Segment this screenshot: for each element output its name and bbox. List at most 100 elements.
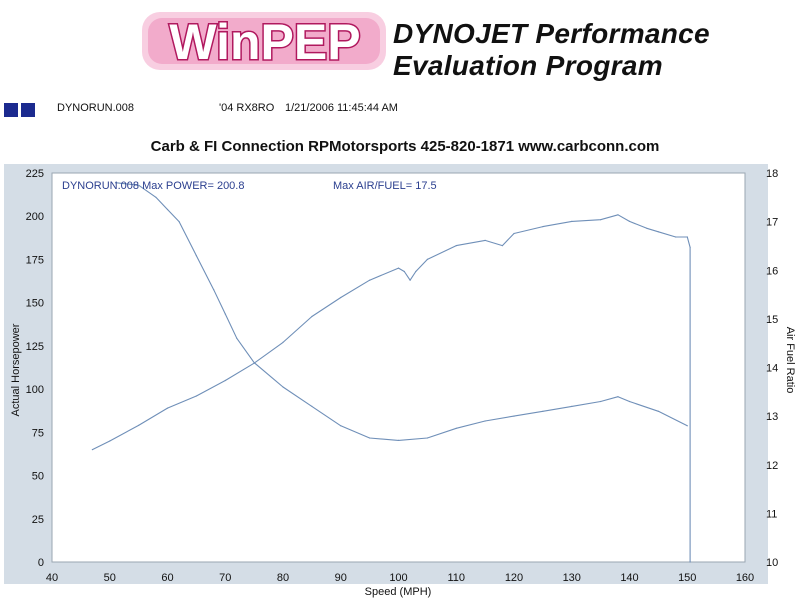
- air-fuel-point: [311, 405, 313, 407]
- air-fuel-point: [282, 386, 284, 388]
- y-tick-label: 25: [32, 514, 44, 526]
- air-fuel-point: [600, 400, 602, 403]
- y-tick-label: 50: [32, 471, 44, 483]
- horsepower-point: [426, 258, 428, 260]
- y2-tick-label: 13: [766, 411, 778, 423]
- air-fuel-point: [628, 400, 631, 403]
- horsepower-point: [628, 220, 631, 222]
- logo-glow-inner: [148, 18, 380, 64]
- x-tick-label: 140: [620, 572, 638, 584]
- y-tick-label: 175: [26, 254, 44, 266]
- horsepower-point: [571, 220, 573, 222]
- y-axis-label: Actual Horsepower: [10, 323, 22, 416]
- air-fuel-point: [571, 405, 573, 407]
- horsepower-point: [166, 407, 169, 409]
- y2-tick-label: 16: [766, 265, 778, 277]
- annotation-max-power: DYNORUN.008 Max POWER= 200.8: [62, 180, 244, 192]
- air-fuel-point: [397, 439, 400, 441]
- x-tick-label: 70: [219, 572, 231, 584]
- air-fuel-point: [224, 313, 226, 315]
- x-tick-label: 110: [447, 572, 465, 584]
- air-fuel-point: [513, 415, 515, 417]
- run-vehicle: '04 RX8RO: [219, 102, 275, 114]
- horsepower-point: [91, 449, 93, 451]
- horsepower-point: [513, 232, 515, 235]
- air-fuel-point: [426, 437, 428, 439]
- y2-tick-label: 10: [766, 557, 778, 569]
- horsepower-point: [224, 379, 226, 382]
- horsepower-point: [600, 219, 602, 221]
- horsepower-point: [109, 440, 111, 442]
- y2-axis-label: Air Fuel Ratio: [784, 327, 796, 394]
- y2-tick-label: 11: [766, 508, 777, 520]
- shop-header: Carb & FI Connection RPMotorsports 425-8…: [150, 138, 660, 155]
- horsepower-point: [409, 279, 411, 281]
- horsepower-point: [689, 246, 691, 248]
- run-file-name: DYNORUN.008: [57, 102, 135, 114]
- horsepower-point: [282, 341, 284, 343]
- y-tick-label: 225: [26, 168, 44, 180]
- legend-square: [21, 103, 35, 117]
- x-tick-label: 150: [678, 572, 696, 584]
- air-fuel-point: [369, 437, 371, 439]
- horsepower-point: [455, 245, 457, 247]
- x-tick-label: 120: [505, 572, 523, 584]
- y-tick-label: 100: [26, 384, 44, 396]
- horsepower-point: [617, 214, 619, 216]
- air-fuel-point: [484, 420, 486, 422]
- plot-area: [51, 172, 746, 563]
- air-fuel-point: [455, 427, 457, 429]
- horsepower-point: [403, 270, 405, 273]
- air-fuel-point: [138, 184, 140, 186]
- y2-tick-label: 18: [766, 168, 778, 180]
- x-axis-label: Speed (MPH): [365, 586, 432, 598]
- horsepower-point: [646, 227, 648, 229]
- y2-tick-label: 17: [766, 217, 778, 229]
- horsepower-point: [397, 267, 400, 269]
- horsepower-point: [369, 279, 371, 281]
- horsepower-point: [501, 245, 503, 247]
- horsepower-point: [340, 296, 342, 299]
- y2-tick-label: 14: [766, 363, 778, 375]
- x-tick-label: 160: [736, 572, 754, 584]
- annotation-max-af: Max AIR/FUEL= 17.5: [333, 180, 437, 192]
- y2-tick-label: 15: [766, 314, 778, 326]
- winpep-logo: WinPEP: [142, 12, 386, 72]
- y-tick-label: 0: [38, 557, 44, 569]
- air-fuel-point: [686, 425, 688, 427]
- air-fuel-point: [114, 182, 117, 184]
- y2-tick-label: 12: [766, 460, 778, 472]
- air-fuel-point: [542, 410, 544, 412]
- x-tick-label: 40: [46, 572, 58, 584]
- horsepower-point: [689, 561, 691, 563]
- horsepower-point: [657, 231, 660, 233]
- y-tick-label: 150: [26, 298, 44, 310]
- x-tick-label: 130: [563, 572, 581, 584]
- air-fuel-point: [213, 289, 215, 291]
- air-fuel-point: [166, 208, 169, 211]
- logo-glow: [142, 12, 386, 70]
- horsepower-point: [542, 226, 544, 228]
- air-fuel-point: [253, 362, 255, 364]
- y-tick-label: 75: [32, 427, 44, 439]
- air-fuel-point: [195, 255, 197, 257]
- air-fuel-point: [657, 410, 660, 412]
- x-tick-label: 90: [335, 572, 347, 584]
- x-tick-label: 60: [161, 572, 173, 584]
- air-fuel-point: [236, 337, 238, 339]
- horsepower-point: [138, 424, 140, 426]
- x-tick-label: 80: [277, 572, 289, 584]
- horsepower-point: [415, 270, 417, 273]
- logo-text: WinPEP: [169, 14, 360, 70]
- x-tick-label: 50: [104, 572, 116, 584]
- y-tick-label: 125: [26, 341, 44, 353]
- horsepower-point: [311, 315, 313, 318]
- horsepower-point: [675, 236, 677, 238]
- air-fuel-point: [155, 196, 157, 198]
- air-fuel-ratio-line: [115, 182, 688, 441]
- y-tick-label: 200: [26, 211, 44, 223]
- air-fuel-point: [617, 396, 619, 398]
- horsepower-point: [686, 236, 688, 238]
- horsepower-point: [484, 239, 486, 241]
